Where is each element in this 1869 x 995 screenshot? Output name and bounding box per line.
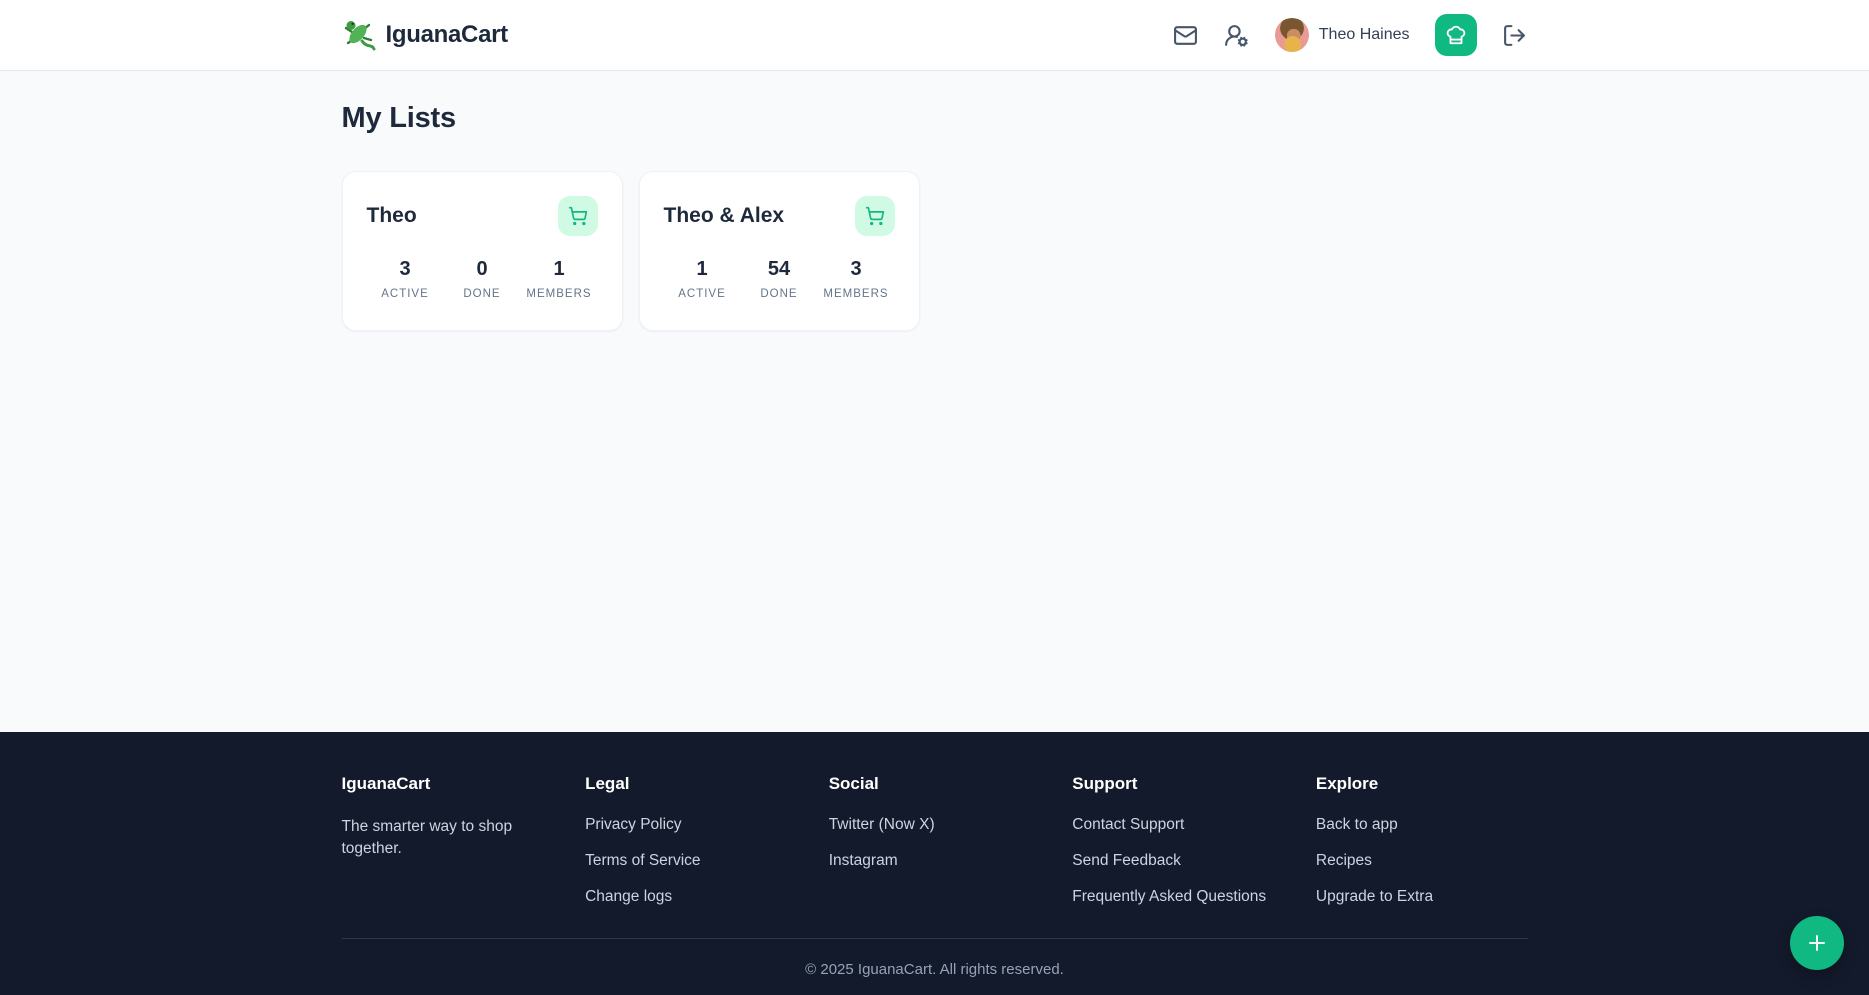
footer-link-twitter[interactable]: Twitter (Now X) — [828, 816, 935, 833]
footer-column-explore: Explore Back to app Recipes Upgrade to E… — [1316, 774, 1528, 924]
list-card-theo[interactable]: Theo 3 ACTIVE 0 DONE — [341, 171, 623, 331]
footer-brand-name: IguanaCart — [341, 774, 431, 793]
list-name: Theo — [366, 204, 417, 227]
brand-logo-link[interactable]: IguanaCart — [342, 18, 508, 52]
add-list-fab[interactable] — [1790, 916, 1844, 970]
main-content: My Lists Theo 3 ACTIVE — [0, 71, 1869, 732]
log-out-icon — [1502, 23, 1527, 48]
user-menu[interactable]: Theo Haines — [1274, 18, 1410, 52]
page-title: My Lists — [341, 102, 457, 134]
list-card-theo-and-alex[interactable]: Theo & Alex 1 ACTIVE 54 — [638, 171, 920, 331]
footer-link-recipes[interactable]: Recipes — [1315, 852, 1372, 869]
lists-grid: Theo 3 ACTIVE 0 DONE — [341, 171, 1528, 331]
chef-hat-icon — [1445, 24, 1467, 46]
footer-link-upgrade-to-extra[interactable]: Upgrade to Extra — [1315, 888, 1434, 905]
footer-link-send-feedback[interactable]: Send Feedback — [1072, 852, 1181, 869]
footer-copyright: © 2025 IguanaCart. All rights reserved. — [805, 961, 1064, 978]
brand-name: IguanaCart — [385, 21, 509, 48]
footer-link-privacy-policy[interactable]: Privacy Policy — [585, 816, 682, 833]
footer-tagline: The smarter way to shop together. — [341, 818, 513, 858]
footer-link-terms-of-service[interactable]: Terms of Service — [585, 852, 701, 869]
footer-link-contact-support[interactable]: Contact Support — [1072, 816, 1185, 833]
list-name: Theo & Alex — [663, 204, 785, 227]
shopping-cart-icon — [854, 196, 895, 236]
footer-link-faq[interactable]: Frequently Asked Questions — [1072, 888, 1267, 905]
header-actions: Theo Haines — [1173, 14, 1528, 56]
shopping-cart-icon — [557, 196, 598, 236]
mail-icon — [1173, 23, 1198, 48]
stat-members: 3 MEMBERS — [823, 258, 889, 300]
footer-column-legal: Legal Privacy Policy Terms of Service Ch… — [585, 774, 797, 924]
list-stats: 3 ACTIVE 0 DONE 1 MEMBERS — [367, 258, 598, 300]
footer-heading-social: Social — [828, 774, 879, 793]
user-settings-button[interactable] — [1224, 22, 1250, 48]
plus-icon — [1805, 931, 1829, 955]
app-header: IguanaCart — [0, 0, 1869, 71]
footer-heading-support: Support — [1072, 774, 1138, 793]
mail-button[interactable] — [1173, 22, 1199, 48]
stat-active: 1 ACTIVE — [678, 258, 726, 300]
footer-column-social: Social Twitter (Now X) Instagram — [829, 774, 1041, 924]
stat-members: 1 MEMBERS — [526, 258, 592, 300]
user-name: Theo Haines — [1318, 26, 1410, 43]
footer-link-back-to-app[interactable]: Back to app — [1315, 816, 1398, 833]
footer-heading-legal: Legal — [585, 774, 630, 793]
avatar — [1274, 18, 1309, 52]
user-cog-icon — [1224, 23, 1249, 48]
app-footer: IguanaCart The smarter way to shop toget… — [0, 732, 1869, 995]
stat-done: 54 DONE — [760, 258, 798, 300]
footer-link-change-logs[interactable]: Change logs — [585, 888, 673, 905]
footer-brand-column: IguanaCart The smarter way to shop toget… — [342, 774, 554, 924]
footer-heading-explore: Explore — [1315, 774, 1379, 793]
list-stats: 1 ACTIVE 54 DONE 3 MEMBERS — [664, 258, 895, 300]
logout-button[interactable] — [1502, 22, 1528, 48]
gecko-logo-icon — [342, 18, 376, 52]
footer-link-instagram[interactable]: Instagram — [828, 852, 898, 869]
stat-done: 0 DONE — [463, 258, 501, 300]
recipes-button[interactable] — [1434, 14, 1477, 56]
footer-column-support: Support Contact Support Send Feedback Fr… — [1072, 774, 1284, 924]
stat-active: 3 ACTIVE — [381, 258, 429, 300]
footer-divider — [341, 938, 1528, 939]
